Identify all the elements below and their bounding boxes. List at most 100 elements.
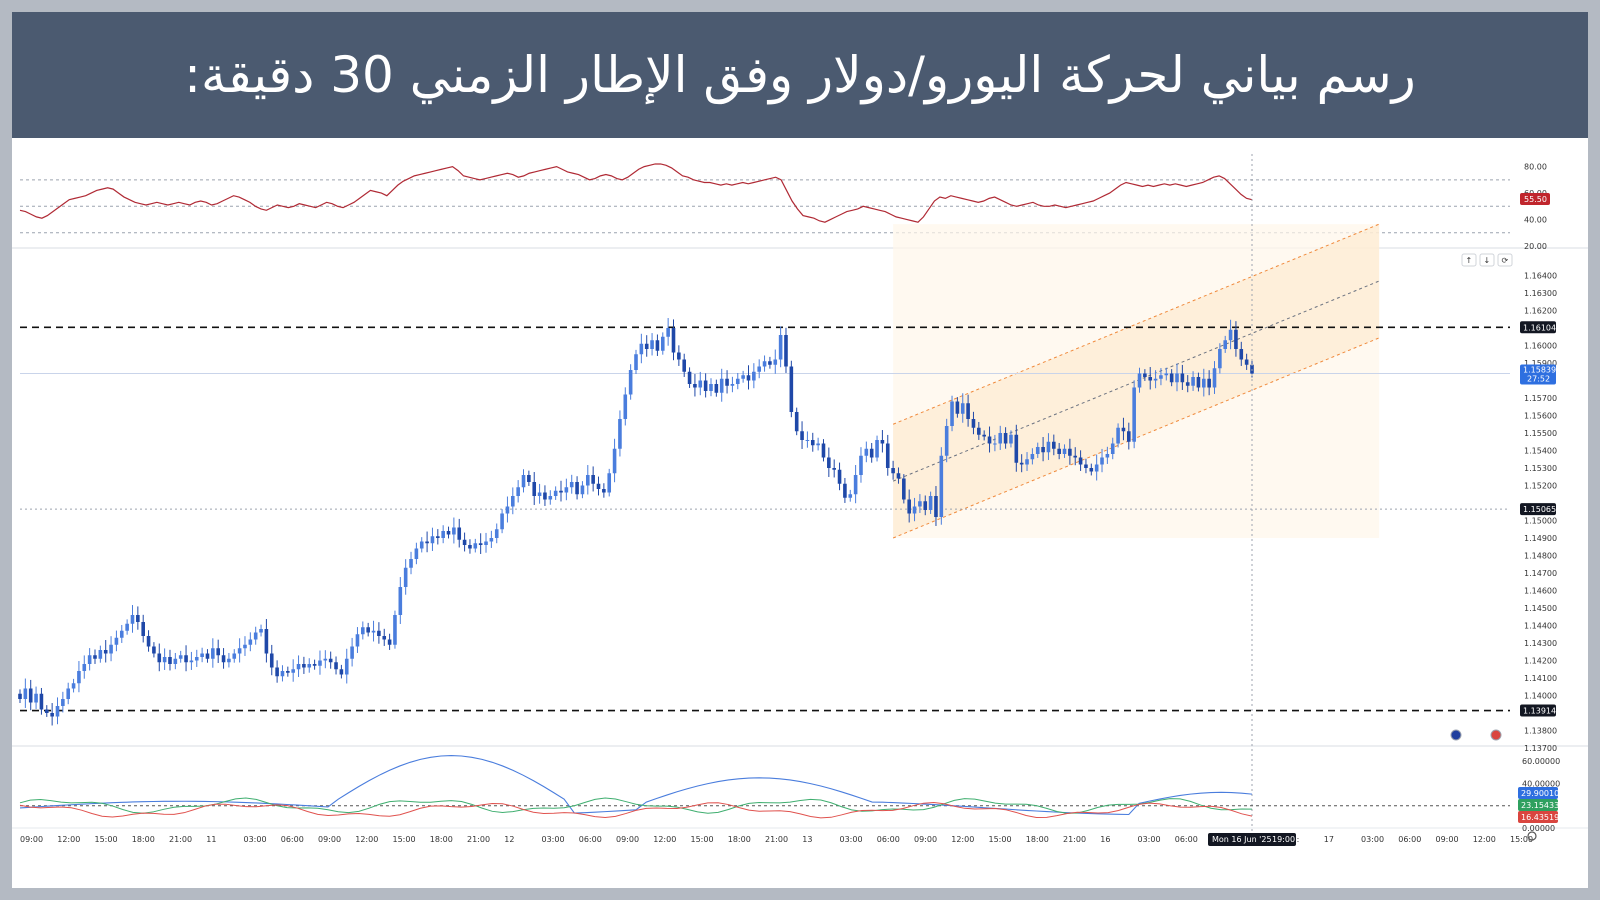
time-tick-label: 21:00: [1063, 835, 1086, 844]
rsi-value-tag: 55.50: [1524, 195, 1547, 204]
plus-di-line: [19, 797, 1253, 814]
candle-body: [34, 693, 38, 703]
candle-body: [77, 671, 81, 684]
candle-body: [1041, 447, 1045, 453]
candle-body: [698, 380, 703, 388]
candle-body: [1185, 382, 1190, 386]
candle-body: [366, 627, 370, 633]
adx-value-tag-minus_di: 16.43519: [1521, 813, 1559, 822]
time-tick-label: 03:00: [542, 835, 565, 844]
candle-body: [221, 655, 226, 663]
time-tick-label: 18:00: [1026, 835, 1049, 844]
us-flag-icon[interactable]: [1490, 729, 1502, 741]
candle-body: [575, 482, 579, 495]
candle-body: [1191, 377, 1195, 386]
candle-body: [1094, 464, 1099, 472]
crosshair-tag: 1.15065: [1523, 505, 1556, 514]
time-tick-label: 18:00: [430, 835, 453, 844]
candle-body: [537, 492, 542, 496]
price-tick-label: 1.14500: [1524, 604, 1557, 613]
candle-body: [516, 487, 520, 496]
candle-body: [543, 492, 547, 500]
settings-gear-icon[interactable]: [1527, 831, 1537, 841]
candle-body: [955, 401, 960, 414]
candle-body: [1207, 378, 1211, 388]
candle-body: [1057, 448, 1061, 454]
candle-body: [816, 443, 820, 446]
candle-body: [1153, 378, 1158, 381]
candle-body: [237, 648, 242, 654]
candle-body: [896, 473, 901, 479]
candle-body: [328, 658, 333, 663]
price-tick-label: 1.15700: [1524, 394, 1557, 403]
price-tick-label: 1.14400: [1524, 622, 1557, 631]
candle-body: [527, 475, 531, 482]
reset-scale-button[interactable]: [1497, 253, 1513, 267]
candle-body: [1132, 387, 1136, 442]
candle-body: [805, 440, 810, 441]
eu-flag-icon[interactable]: [1450, 729, 1462, 741]
candle-body: [1218, 349, 1222, 369]
candle-body: [960, 403, 965, 414]
candle-body: [1110, 443, 1115, 454]
time-tick-label: 09:00: [914, 835, 937, 844]
adx-value-tag-plus_di: 23.15433: [1521, 801, 1559, 810]
candle-body: [1089, 468, 1094, 472]
candle-body: [1244, 359, 1249, 365]
candle-body: [1196, 377, 1201, 388]
candle-body: [612, 448, 617, 474]
candle-body: [1148, 377, 1153, 381]
candle-body: [596, 483, 601, 489]
candle-body: [103, 650, 108, 654]
time-tick-label: 15:00: [95, 835, 118, 844]
candle-body: [993, 443, 997, 445]
resistance-tag-bg: [1520, 321, 1556, 334]
candle-body: [671, 328, 676, 353]
candle-body: [730, 384, 735, 386]
candle-body: [1180, 373, 1185, 383]
candle-body: [928, 496, 933, 510]
candle-body: [912, 506, 917, 514]
chart-controls[interactable]: ↑ ↓ ⟳: [1450, 253, 1537, 841]
candle-body: [462, 539, 467, 545]
candle-body: [157, 653, 162, 663]
candle-body: [977, 427, 981, 435]
candle-body: [280, 671, 285, 677]
candle-body: [1078, 457, 1083, 465]
candle-body: [382, 636, 387, 640]
candle-body: [23, 688, 28, 699]
crosshair-date-label: Mon 16 Jun '25: [1212, 835, 1272, 844]
candle-body: [302, 664, 306, 668]
candle-body: [827, 457, 831, 468]
price-tick-label: 1.14800: [1524, 552, 1557, 561]
candle-body: [232, 653, 237, 659]
price-tick-label: 1.15000: [1524, 517, 1557, 526]
time-tick-label: 03:00: [244, 835, 267, 844]
candle-body: [950, 401, 954, 426]
candle-body: [71, 683, 76, 689]
candle-body: [55, 706, 60, 717]
time-tick-label: 09:00: [616, 835, 639, 844]
candle-body: [511, 496, 515, 507]
candle-body: [735, 378, 740, 384]
candle-body: [918, 501, 922, 507]
candle-body: [494, 529, 499, 538]
adx-tag-bg: [1518, 787, 1558, 799]
candle-body: [939, 455, 944, 517]
price-pane[interactable]: [18, 154, 1510, 832]
candle-body: [227, 658, 231, 663]
candle-body: [371, 630, 376, 633]
candle-body: [998, 433, 1003, 444]
scroll-up-button[interactable]: [1461, 253, 1477, 267]
candle-body: [618, 419, 622, 449]
scroll-up-button-icon: ↑: [1466, 256, 1473, 265]
candle-body: [821, 443, 826, 458]
candle-body: [1159, 375, 1163, 379]
candle-body: [789, 366, 794, 412]
scroll-down-button[interactable]: [1479, 253, 1495, 267]
candle-body: [644, 343, 649, 349]
candle-body: [312, 664, 317, 666]
